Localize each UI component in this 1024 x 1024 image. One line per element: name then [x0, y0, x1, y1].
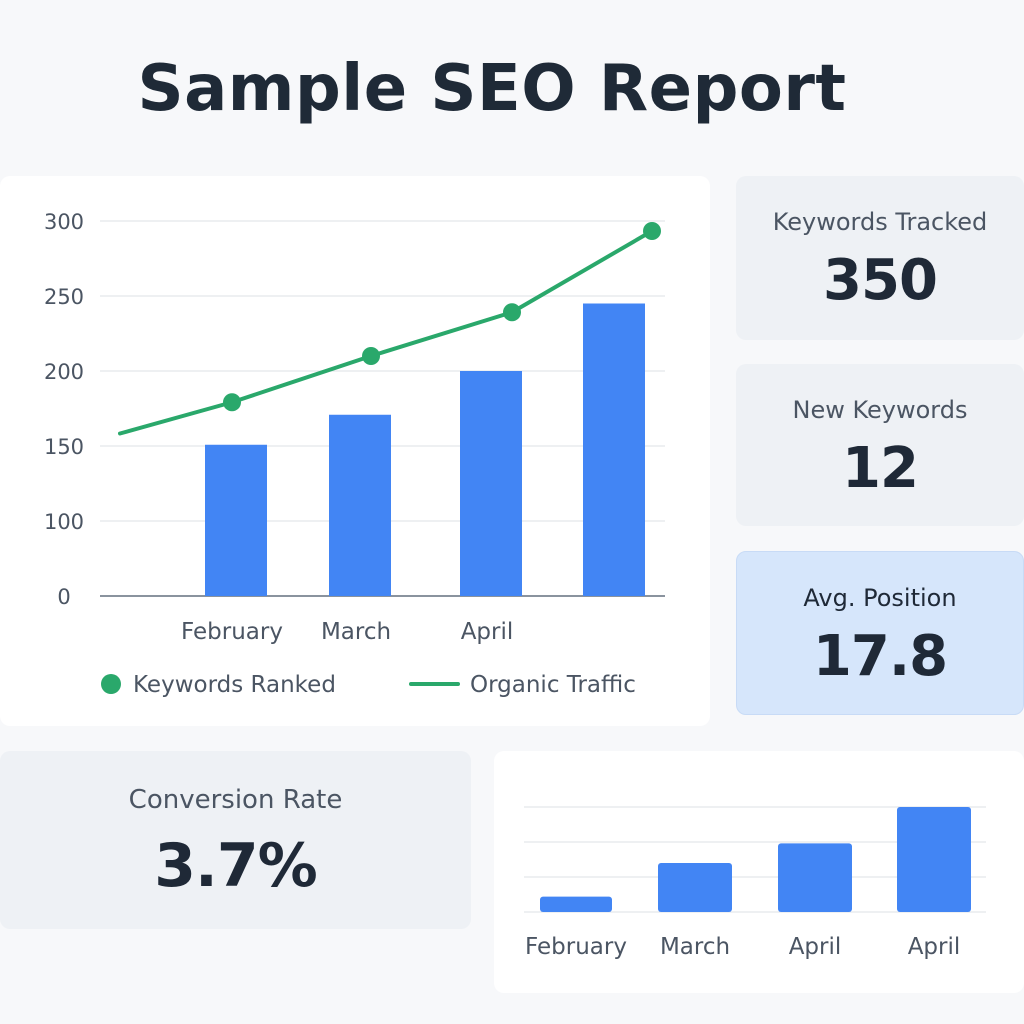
bar — [583, 303, 645, 596]
legend-label: Keywords Ranked — [133, 672, 336, 698]
kpi-value: 12 — [842, 436, 919, 501]
traffic-point — [503, 303, 521, 322]
kpi-label: Conversion Rate — [128, 785, 343, 815]
kpi-label: Keywords Tracked — [772, 208, 988, 236]
kpi-label: Avg. Position — [803, 584, 957, 612]
legend-marker-keywords-ranked — [101, 674, 121, 694]
y-tick-label: 250 — [44, 285, 84, 309]
small-bar-chart: February March April April — [524, 806, 986, 960]
traffic-point — [362, 347, 380, 365]
small-chart-card: February March April April — [494, 751, 1024, 993]
kpi-value: 350 — [823, 248, 938, 313]
x-tick-label: April — [789, 934, 842, 960]
bar — [460, 371, 522, 596]
main-chart-card: 0 100 150 200 250 300 February March April Keywor… — [0, 176, 710, 726]
traffic-point — [643, 222, 661, 240]
y-tick-label: 300 — [44, 210, 84, 234]
page-title: Sample SEO Report — [137, 52, 847, 126]
bar — [540, 896, 612, 912]
bar — [897, 807, 971, 912]
y-tick-label: 100 — [44, 510, 84, 534]
kpi-value: 3.7% — [154, 831, 317, 901]
x-tick-label: April — [461, 619, 514, 645]
kpi-card-new-keywords: New Keywords 12 — [736, 364, 1024, 526]
bar — [329, 414, 391, 596]
x-tick-label: February — [181, 619, 283, 645]
legend-label: Organic Traffic — [470, 672, 636, 698]
y-tick-label: 150 — [44, 435, 84, 459]
kpi-value: 17.8 — [812, 624, 948, 689]
kpi-card-conversion-rate: Conversion Rate 3.7% — [0, 751, 471, 929]
traffic-point — [223, 393, 241, 412]
x-tick-label: April — [908, 934, 961, 960]
bar — [778, 843, 852, 912]
x-tick-label: March — [660, 934, 730, 960]
x-tick-label: March — [321, 619, 391, 645]
kpi-label: New Keywords — [792, 396, 968, 424]
y-tick-label: 200 — [44, 360, 84, 384]
kpi-card-keywords-tracked: Keywords Tracked 350 — [736, 176, 1024, 340]
x-tick-label: February — [525, 934, 627, 960]
organic-traffic-line — [118, 229, 654, 436]
bar — [205, 444, 267, 596]
keywords-traffic-chart: 0 100 150 200 250 300 February March April Keywor… — [44, 210, 665, 698]
y-tick-label: 0 — [57, 585, 70, 609]
kpi-card-avg-position: Avg. Position 17.8 — [736, 551, 1024, 715]
bar — [658, 863, 732, 912]
